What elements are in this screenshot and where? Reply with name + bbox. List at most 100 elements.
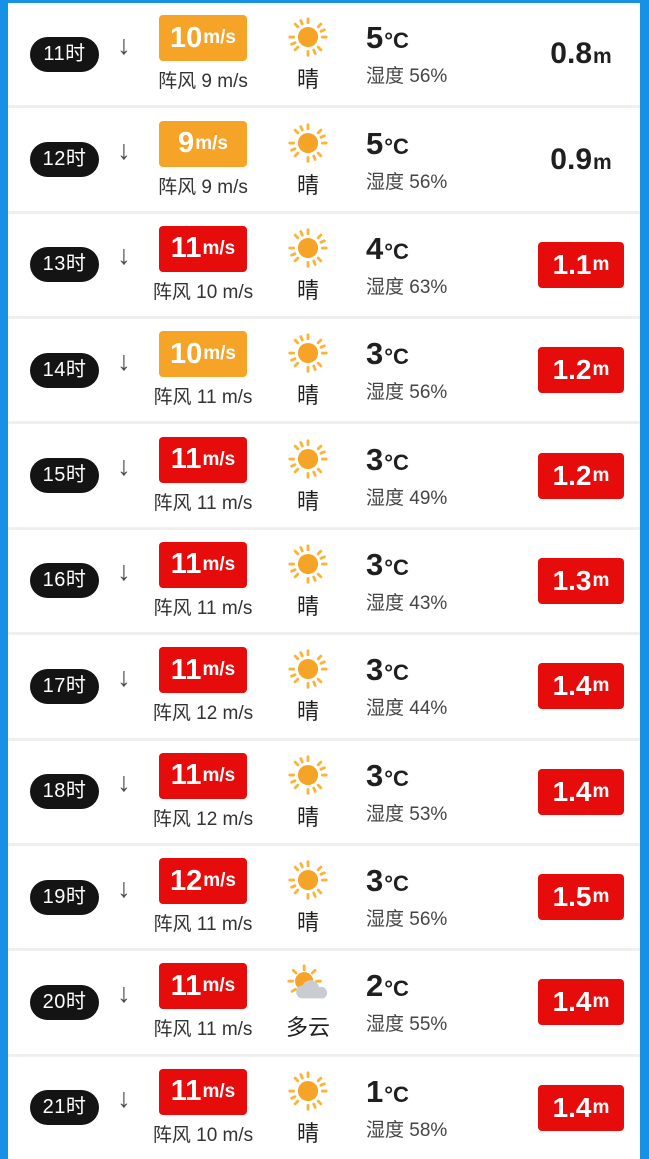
temperature-value: 2 [366,968,384,1004]
wind-speed-unit: m/s [202,764,236,786]
temperature-value: 3 [366,336,384,372]
wind-direction-cell: ↓ [104,556,144,596]
wave-cell: 1.3 m [522,557,640,604]
temperature-value: 3 [366,757,384,793]
wind-cell: 11 m/s 阵风 11 m/s [144,541,262,620]
temperature-cell: 1 °C 湿度 58% [354,1074,522,1142]
humidity-label: 湿度 58% [366,1119,448,1141]
wind-direction-cell: ↓ [104,240,144,280]
sunny-icon [288,755,328,795]
wave-height-unit: m [592,886,610,908]
temperature-value: 4 [366,230,384,266]
wind-direction-cell: ↓ [104,30,144,70]
wind-cell: 11 m/s 阵风 12 m/s [144,647,262,725]
gust-label: 阵风 11 m/s [153,492,253,514]
wave-height: 1.2 m [538,452,624,499]
time-cell: 14时 [8,352,104,388]
time-cell: 19时 [8,879,104,915]
temperature-unit: °C [384,660,409,686]
time-pill: 11时 [30,36,99,72]
wave-height-value: 1.4 [552,1091,592,1123]
weather-label: 晴 [296,488,319,514]
weather-label: 晴 [296,804,319,830]
wave-cell: 1.4 m [522,768,640,815]
temperature-unit: °C [384,871,409,897]
wave-cell: 1.4 m [522,979,640,1026]
wave-height: 1.5 m [538,874,624,921]
forecast-row: 11时 ↓ 10 m/s 阵风 9 m/s [8,3,640,106]
wind-speed-unit: m/s [202,659,236,681]
wave-height: 1.4 m [538,768,624,815]
wind-direction-arrow-down-icon: ↓ [117,661,131,692]
temperature-cell: 5 °C 湿度 56% [354,20,522,88]
temperature-unit: °C [384,238,409,264]
time-cell: 11时 [8,36,104,72]
time-cell: 21时 [8,1090,104,1126]
wave-height-value: 1.5 [552,881,592,913]
weather-cell: 多云 [262,962,354,1042]
humidity-label: 湿度 53% [366,803,448,825]
weather-cell: 晴 [262,857,354,937]
wind-speed-unit: m/s [203,870,236,892]
time-pill: 14时 [30,352,99,388]
temperature-cell: 3 °C 湿度 44% [354,652,522,720]
temperature-unit: °C [384,1081,409,1107]
weather-label: 晴 [296,67,319,93]
wind-cell: 9 m/s 阵风 9 m/s [144,120,262,199]
wave-height-value: 1.2 [552,459,592,491]
wave-height-unit: m [592,991,610,1013]
forecast-row: 19时 ↓ 12 m/s 阵风 11 m/s [8,842,640,949]
time-pill: 12时 [30,142,99,178]
wind-speed-value: 12 [169,864,203,897]
sunny-icon [288,860,328,900]
wind-speed-badge: 11 m/s [159,1068,247,1115]
wind-direction-cell: ↓ [104,1083,144,1123]
gust-label: 阵风 11 m/s [153,387,253,409]
time-cell: 13时 [8,247,104,283]
wind-cell: 10 m/s 阵风 9 m/s [144,15,262,93]
time-pill: 21时 [30,1090,99,1126]
humidity-label: 湿度 56% [366,382,448,404]
wave-height: 1.4 m [538,1084,624,1131]
wind-speed-value: 11 [170,232,202,265]
humidity-label: 湿度 56% [366,171,448,193]
wave-cell: 1.5 m [522,874,640,921]
temperature-value: 3 [366,546,384,582]
temperature-cell: 3 °C 湿度 56% [354,863,522,931]
wave-height: 1.4 m [538,663,624,710]
wind-speed-badge: 10 m/s [159,15,247,62]
humidity-label: 湿度 43% [366,592,448,614]
weather-label: 晴 [296,1120,319,1146]
temperature-cell: 4 °C 湿度 63% [354,231,522,299]
temperature-unit: °C [384,449,409,475]
wave-cell: 1.4 m [522,663,640,710]
wind-direction-arrow-down-icon: ↓ [117,451,131,482]
wind-cell: 12 m/s 阵风 11 m/s [144,858,262,936]
hourly-forecast-list[interactable]: 11时 ↓ 10 m/s 阵风 9 m/s [8,3,640,1159]
wind-speed-badge: 11 m/s [159,963,247,1010]
wind-speed-badge: 11 m/s [159,647,247,694]
sunny-icon [288,228,328,268]
wind-cell: 11 m/s 阵风 10 m/s [144,225,262,304]
wind-speed-value: 11 [170,1075,202,1108]
wave-height-unit: m [592,359,610,381]
wind-cell: 11 m/s 阵风 11 m/s [144,436,262,515]
weather-cell: 晴 [262,1068,354,1148]
wind-direction-cell: ↓ [104,662,144,702]
wind-speed-unit: m/s [202,237,236,259]
wind-cell: 11 m/s 阵风 11 m/s [144,963,262,1041]
wind-speed-badge: 12 m/s [159,858,247,905]
wave-cell: 0.8 m [522,37,640,71]
gust-label: 阵风 9 m/s [158,71,248,93]
gust-label: 阵风 12 m/s [152,808,254,830]
wind-speed-badge: 10 m/s [159,331,247,378]
wave-height-value: 0.9 [550,142,593,176]
weather-label: 多云 [285,1015,330,1041]
wave-height: 1.1 m [538,241,624,288]
time-cell: 17时 [8,668,104,704]
wind-speed-badge: 9 m/s [159,120,247,167]
wind-speed-unit: m/s [202,448,236,470]
temperature-cell: 3 °C 湿度 49% [354,442,522,510]
wave-height-value: 1.2 [552,354,592,386]
temperature-cell: 5 °C 湿度 56% [354,126,522,194]
